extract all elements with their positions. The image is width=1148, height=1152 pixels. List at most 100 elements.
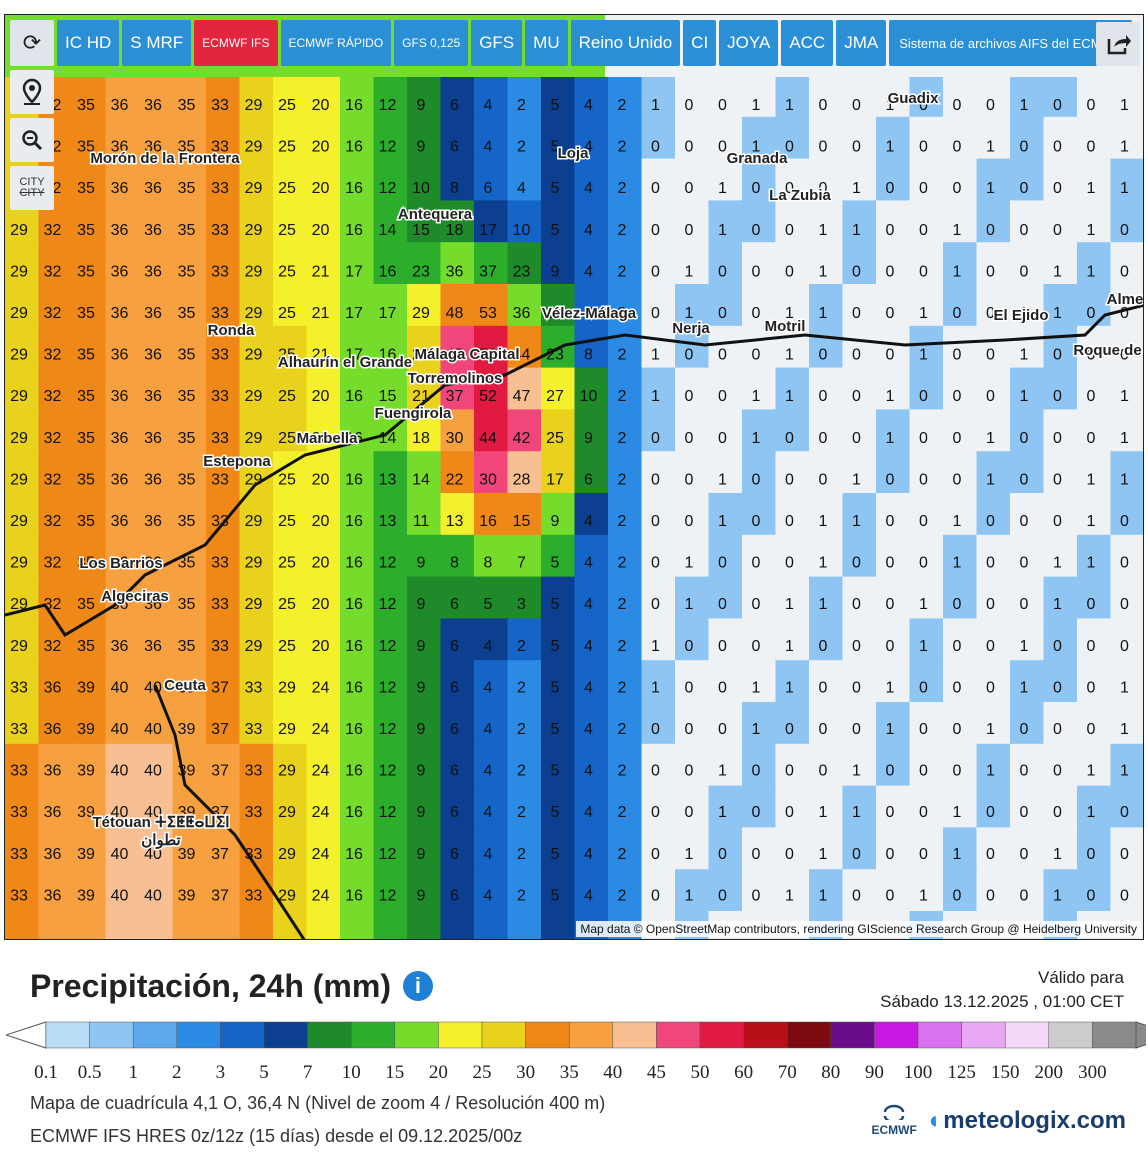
model-button-jma[interactable]: JMA (836, 20, 887, 66)
svg-text:0: 0 (685, 388, 694, 405)
svg-text:0: 0 (1053, 430, 1062, 447)
svg-text:0: 0 (1087, 388, 1096, 405)
precipitation-map[interactable]: 2932353636353329252016129642542100110010… (4, 14, 1144, 940)
svg-text:45: 45 (446, 347, 464, 364)
svg-text:12: 12 (379, 804, 397, 821)
svg-text:40: 40 (111, 721, 129, 738)
svg-text:0: 0 (685, 721, 694, 738)
svg-text:1: 1 (819, 887, 828, 904)
svg-text:17: 17 (479, 222, 497, 239)
svg-text:0: 0 (852, 846, 861, 863)
model-button-acc[interactable]: ACC (781, 20, 834, 66)
svg-text:1: 1 (819, 596, 828, 613)
model-button-ci[interactable]: CI (683, 20, 717, 66)
svg-text:0: 0 (1053, 388, 1062, 405)
svg-text:14: 14 (379, 222, 397, 239)
svg-text:25: 25 (278, 222, 296, 239)
svg-text:20: 20 (312, 222, 330, 239)
svg-text:0: 0 (986, 347, 995, 364)
svg-text:0: 0 (1087, 596, 1096, 613)
model-button-ecmwf-ifs[interactable]: ECMWF IFS (194, 20, 278, 66)
svg-text:1: 1 (685, 887, 694, 904)
svg-text:33: 33 (245, 763, 263, 780)
model-button-mu[interactable]: MU (525, 20, 568, 66)
svg-text:24: 24 (312, 887, 330, 904)
svg-text:36: 36 (44, 679, 62, 696)
place-label: Ceuta (164, 677, 206, 694)
model-button-sistema-de-archivos-aifs-del-ecmwf[interactable]: Sistema de archivos AIFS del ECMWF (889, 20, 1132, 66)
legend-swatch (394, 1021, 439, 1049)
place-label: Torremolinos (408, 370, 503, 387)
svg-text:36: 36 (111, 513, 129, 530)
svg-text:4: 4 (584, 846, 593, 863)
city-labels-toggle[interactable]: CITY CITY (10, 166, 54, 210)
svg-text:39: 39 (178, 679, 196, 696)
svg-text:11: 11 (413, 513, 430, 530)
zoom-icon[interactable] (10, 118, 54, 162)
svg-text:1: 1 (685, 846, 694, 863)
svg-text:1: 1 (1020, 638, 1029, 655)
svg-text:0: 0 (1087, 430, 1096, 447)
svg-text:0: 0 (886, 471, 895, 488)
svg-text:0: 0 (852, 263, 861, 280)
place-label: El Ejido (993, 307, 1048, 324)
place-label: Morón de la Frontera (90, 150, 240, 167)
model-button-ecmwf-r-pido[interactable]: ECMWF RÁPIDO (280, 20, 392, 66)
map-attribution[interactable]: Map data © OpenStreetMap contributors, r… (576, 921, 1141, 937)
model-button-ic-hd[interactable]: IC HD (57, 20, 120, 66)
svg-text:0: 0 (953, 388, 962, 405)
svg-text:1: 1 (1020, 347, 1029, 364)
legend-swatch (612, 1021, 657, 1049)
model-button-gfs-0-125[interactable]: GFS 0,125 (394, 20, 469, 66)
svg-text:33: 33 (10, 679, 28, 696)
svg-text:29: 29 (245, 222, 263, 239)
svg-text:0: 0 (1087, 887, 1096, 904)
svg-text:2: 2 (618, 97, 627, 114)
svg-text:36: 36 (144, 180, 162, 197)
refresh-icon[interactable]: ⟳ (10, 20, 54, 66)
svg-text:4: 4 (584, 555, 593, 572)
svg-text:29: 29 (245, 555, 263, 572)
svg-text:3: 3 (517, 596, 526, 613)
svg-text:0: 0 (785, 763, 794, 780)
svg-text:25: 25 (278, 347, 296, 364)
svg-text:6: 6 (450, 763, 459, 780)
svg-text:33: 33 (245, 721, 263, 738)
svg-text:0: 0 (953, 97, 962, 114)
svg-text:24: 24 (312, 804, 330, 821)
svg-text:25: 25 (278, 97, 296, 114)
model-button-gfs[interactable]: GFS (471, 20, 523, 66)
place-label: Alme (1107, 291, 1144, 308)
share-icon[interactable] (1096, 22, 1140, 66)
svg-text:8: 8 (450, 180, 459, 197)
svg-text:12: 12 (379, 887, 397, 904)
legend-swatch (961, 1021, 1006, 1049)
svg-text:0: 0 (785, 846, 794, 863)
svg-text:8: 8 (450, 555, 459, 572)
svg-text:2: 2 (618, 388, 627, 405)
svg-text:13: 13 (379, 513, 397, 530)
svg-text:4: 4 (484, 804, 493, 821)
svg-text:56: 56 (479, 347, 497, 364)
svg-text:2: 2 (517, 679, 526, 696)
svg-text:9: 9 (551, 513, 560, 530)
model-button-reino-unido[interactable]: Reino Unido (570, 20, 681, 66)
svg-text:0: 0 (785, 430, 794, 447)
svg-text:0: 0 (785, 263, 794, 280)
model-button-joya[interactable]: JOYA (719, 20, 779, 66)
svg-text:20: 20 (312, 388, 330, 405)
svg-text:36: 36 (446, 263, 464, 280)
svg-text:1: 1 (953, 555, 962, 572)
svg-text:44: 44 (479, 430, 497, 447)
svg-text:16: 16 (345, 97, 363, 114)
location-pin-icon[interactable] (10, 70, 54, 114)
svg-text:1: 1 (886, 97, 895, 114)
info-icon[interactable]: i (402, 971, 433, 1001)
model-button-s-mrf[interactable]: S MRF (122, 20, 192, 66)
svg-text:40: 40 (144, 846, 162, 863)
svg-text:0: 0 (718, 638, 727, 655)
svg-text:1: 1 (1087, 180, 1096, 197)
svg-text:0: 0 (1053, 97, 1062, 114)
svg-text:0: 0 (718, 430, 727, 447)
svg-text:36: 36 (44, 721, 62, 738)
